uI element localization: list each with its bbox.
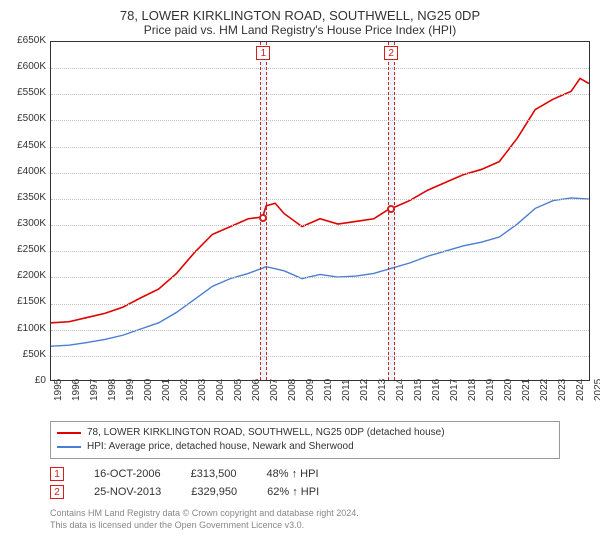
y-axis: £650K£600K£550K£500K£450K£400K£350K£300K… [10,41,50,381]
chart-container: 78, LOWER KIRKLINGTON ROAD, SOUTHWELL, N… [0,0,600,560]
plot-wrap: 12 [50,41,590,381]
sale-date-2: 25-NOV-2013 [94,486,161,498]
chart-row: £650K£600K£550K£500K£450K£400K£350K£300K… [10,41,590,381]
sale-marker-1: 1 [50,467,64,481]
legend-box: 78, LOWER KIRKLINGTON ROAD, SOUTHWELL, N… [50,421,560,459]
x-axis: 1995199619971998199920002001200220032004… [50,381,590,415]
footer: Contains HM Land Registry data © Crown c… [50,507,590,531]
legend-label-2: HPI: Average price, detached house, Newa… [87,440,354,454]
legend-swatch-2 [57,446,81,448]
footer-line-2: This data is licensed under the Open Gov… [50,519,590,531]
sale-row-2: 2 25-NOV-2013 £329,950 62% ↑ HPI [50,485,590,499]
sale-delta-2: 62% ↑ HPI [267,486,319,498]
chart-subtitle: Price paid vs. HM Land Registry's House … [10,23,590,37]
sale-price-2: £329,950 [191,486,237,498]
legend-row-1: 78, LOWER KIRKLINGTON ROAD, SOUTHWELL, N… [57,426,553,440]
legend-label-1: 78, LOWER KIRKLINGTON ROAD, SOUTHWELL, N… [87,426,445,440]
sale-price-1: £313,500 [191,468,237,480]
plot-area: 12 [50,41,590,381]
sale-marker-2: 2 [50,485,64,499]
legend-row-2: HPI: Average price, detached house, Newa… [57,440,553,454]
legend-swatch-1 [57,432,81,434]
sale-row-1: 1 16-OCT-2006 £313,500 48% ↑ HPI [50,467,590,481]
sale-delta-1: 48% ↑ HPI [267,468,319,480]
footer-line-1: Contains HM Land Registry data © Crown c… [50,507,590,519]
sales-table: 1 16-OCT-2006 £313,500 48% ↑ HPI 2 25-NO… [50,463,590,503]
sale-date-1: 16-OCT-2006 [94,468,161,480]
chart-title: 78, LOWER KIRKLINGTON ROAD, SOUTHWELL, N… [10,8,590,23]
